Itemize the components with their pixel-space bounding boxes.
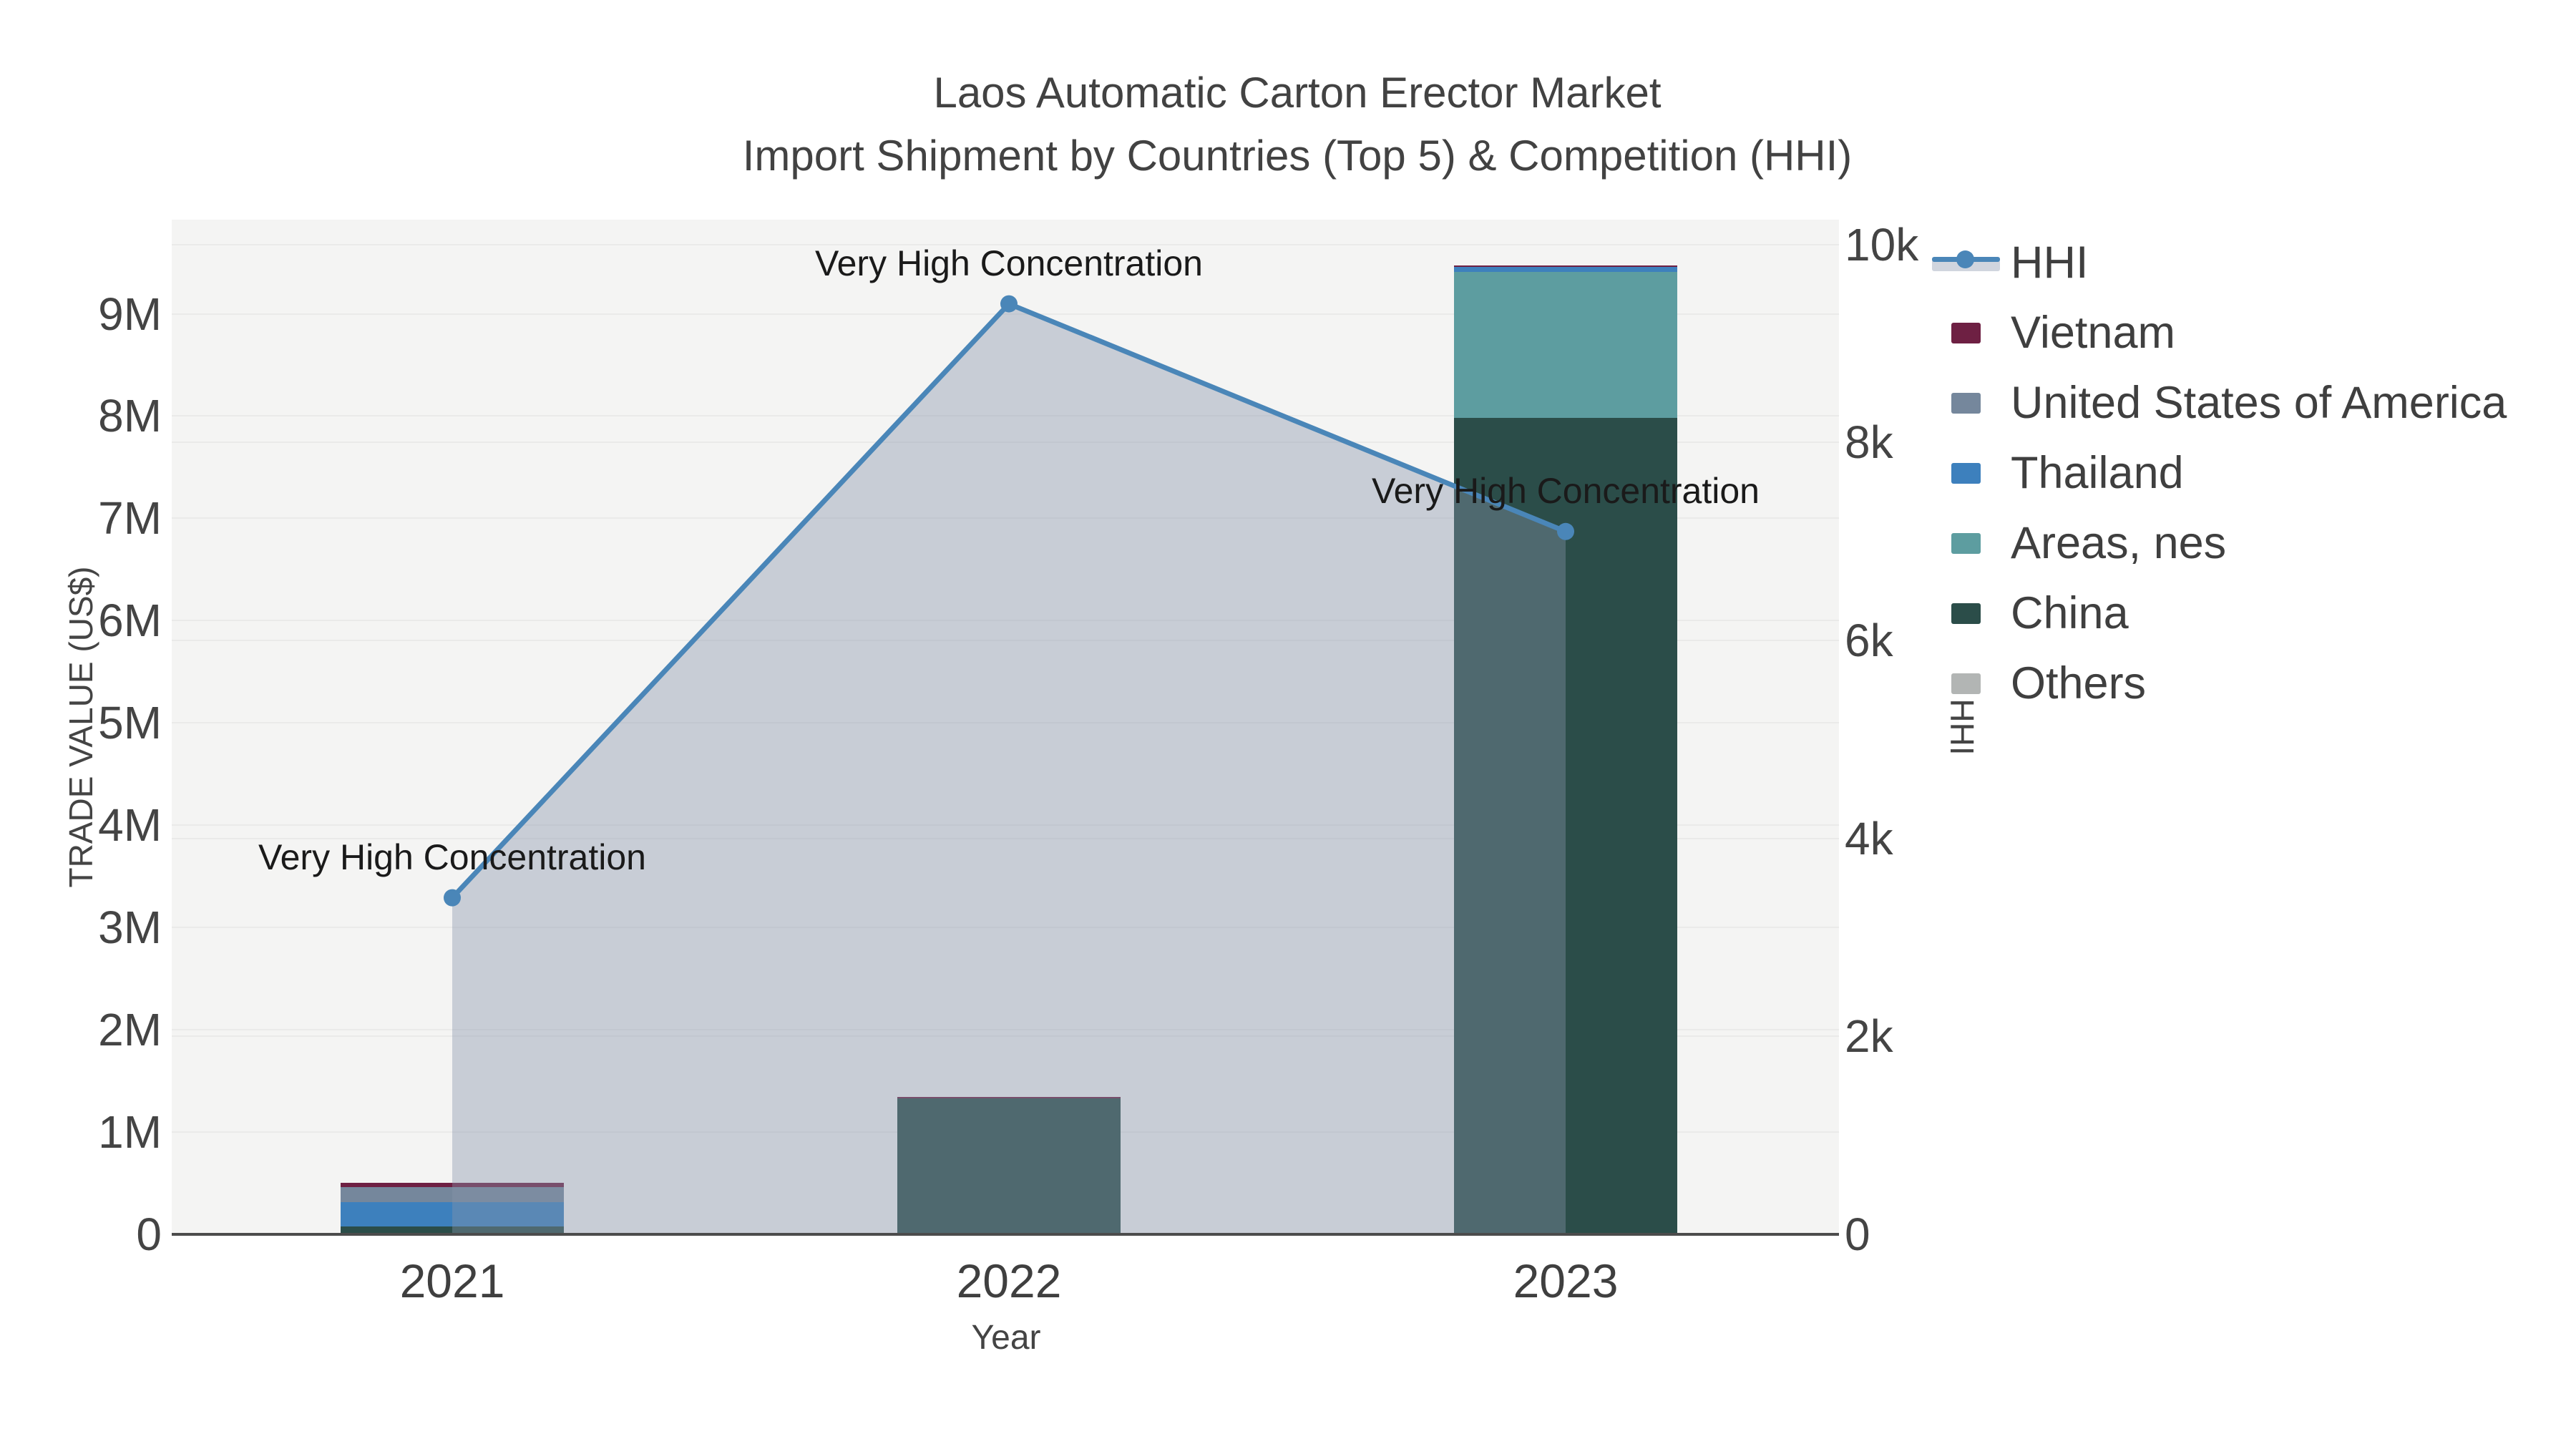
y2-tick-label: 10k xyxy=(1845,218,1919,270)
gridline-left xyxy=(172,1029,1839,1031)
hhi-area-fill xyxy=(452,303,1566,1235)
hhi-marker-2023[interactable] xyxy=(1557,522,1574,540)
hhi-legend-glyph xyxy=(1932,250,2000,275)
x-axis-title: Year xyxy=(971,1319,1041,1357)
bar-segment-areas-nes[interactable] xyxy=(1454,271,1677,419)
y-tick-label: 0 xyxy=(136,1209,162,1260)
legend: HHI Vietnam United States of America Thaila… xyxy=(1932,228,2507,718)
y-axis-title: TRADE VALUE (US$) xyxy=(62,566,99,888)
legend-swatch xyxy=(1951,462,1981,484)
legend-item-china[interactable]: China xyxy=(1932,578,2507,648)
legend-label: Thailand xyxy=(2011,448,2184,498)
y2-tick-label: 6k xyxy=(1845,614,1893,666)
y2-tick-label: 2k xyxy=(1845,1010,1893,1063)
bar-2022[interactable] xyxy=(897,1096,1121,1234)
chart-title-line1: Laos Automatic Carton Erector Market xyxy=(933,69,1662,117)
legend-label: HHI xyxy=(2011,238,2089,288)
chart-title-line2: Import Shipment by Countries (Top 5) & C… xyxy=(742,132,1853,180)
bar-segment-vietnam[interactable] xyxy=(341,1182,564,1188)
legend-item-areas-nes[interactable]: Areas, nes xyxy=(1932,508,2507,578)
gridline-left xyxy=(172,824,1839,826)
y-tick-label: 4M xyxy=(98,799,162,852)
legend-swatch xyxy=(1951,602,1981,624)
legend-item-thailand[interactable]: Thailand xyxy=(1932,438,2507,508)
legend-swatch xyxy=(1951,322,1981,343)
annotation: Very High Concentration xyxy=(1372,470,1760,511)
legend-swatch xyxy=(1951,673,1981,694)
bar-segment-thailand[interactable] xyxy=(1454,267,1677,272)
y2-tick-label: 0 xyxy=(1845,1209,1870,1260)
hhi-marker-2022[interactable] xyxy=(1000,295,1018,313)
gridline-right xyxy=(172,441,1839,444)
hhi-line-layer xyxy=(444,295,1574,1235)
bar-segment-vietnam[interactable] xyxy=(1454,265,1677,268)
plot-area: Very High Concentration Very High Concent… xyxy=(172,220,1839,1236)
bar-segment-thailand[interactable] xyxy=(341,1202,564,1226)
y2-tick-label: 8k xyxy=(1845,416,1893,469)
legend-label: Vietnam xyxy=(2011,308,2175,358)
y-tick-label: 2M xyxy=(98,1004,162,1056)
y-tick-label: 5M xyxy=(98,697,162,749)
annotation: Very High Concentration xyxy=(258,836,646,877)
bar-segment-china[interactable] xyxy=(897,1098,1121,1234)
y-tick-label: 1M xyxy=(98,1106,162,1158)
x-tick-label: 2021 xyxy=(399,1254,505,1307)
bar-2023[interactable] xyxy=(1454,265,1677,1234)
y-tick-label: 7M xyxy=(98,492,162,545)
gridline-left xyxy=(172,313,1839,315)
bar-segment-china[interactable] xyxy=(341,1226,564,1234)
gridline-right xyxy=(172,837,1839,839)
gridline-right xyxy=(172,639,1839,641)
gridline-right xyxy=(172,1035,1839,1038)
legend-label: Areas, nes xyxy=(2011,518,2227,568)
x-axis-line xyxy=(172,1233,1839,1236)
legend-item-others[interactable]: Others xyxy=(1932,648,2507,718)
hhi-legend-marker xyxy=(1956,250,1974,268)
legend-swatch xyxy=(1951,532,1981,554)
x-tick-label: 2023 xyxy=(1513,1254,1619,1307)
legend-item-vietnam[interactable]: Vietnam xyxy=(1932,298,2507,368)
gridline-left xyxy=(172,620,1839,622)
y-tick-label: 6M xyxy=(98,595,162,647)
legend-label: Others xyxy=(2011,658,2147,708)
y-tick-label: 3M xyxy=(98,902,162,954)
gridline-right xyxy=(172,243,1839,245)
legend-label: China xyxy=(2011,588,2129,638)
bar-segment-china[interactable] xyxy=(1454,418,1677,1234)
bar-segment-united-states-of-america[interactable] xyxy=(341,1187,564,1202)
y-tick-label: 8M xyxy=(98,390,162,442)
legend-item-hhi[interactable]: HHI xyxy=(1932,228,2507,298)
y2-tick-label: 4k xyxy=(1845,812,1893,864)
annotation: Very High Concentration xyxy=(815,243,1203,283)
gridline-left xyxy=(172,927,1839,929)
gridline-left xyxy=(172,722,1839,724)
legend-swatch xyxy=(1951,392,1981,414)
legend-item-united-states-of-america[interactable]: United States of America xyxy=(1932,368,2507,438)
legend-label: United States of America xyxy=(2011,378,2507,428)
x-tick-label: 2022 xyxy=(956,1254,1062,1307)
chart-title: Laos Automatic Carton Erector Market Imp… xyxy=(743,62,1853,187)
bar-2021[interactable] xyxy=(341,1182,564,1234)
bar-segment-vietnam[interactable] xyxy=(897,1096,1121,1098)
hhi-marker-2021[interactable] xyxy=(444,889,461,907)
gridline-left xyxy=(172,415,1839,417)
y-tick-label: 9M xyxy=(98,288,162,340)
gridline-left xyxy=(172,517,1839,519)
